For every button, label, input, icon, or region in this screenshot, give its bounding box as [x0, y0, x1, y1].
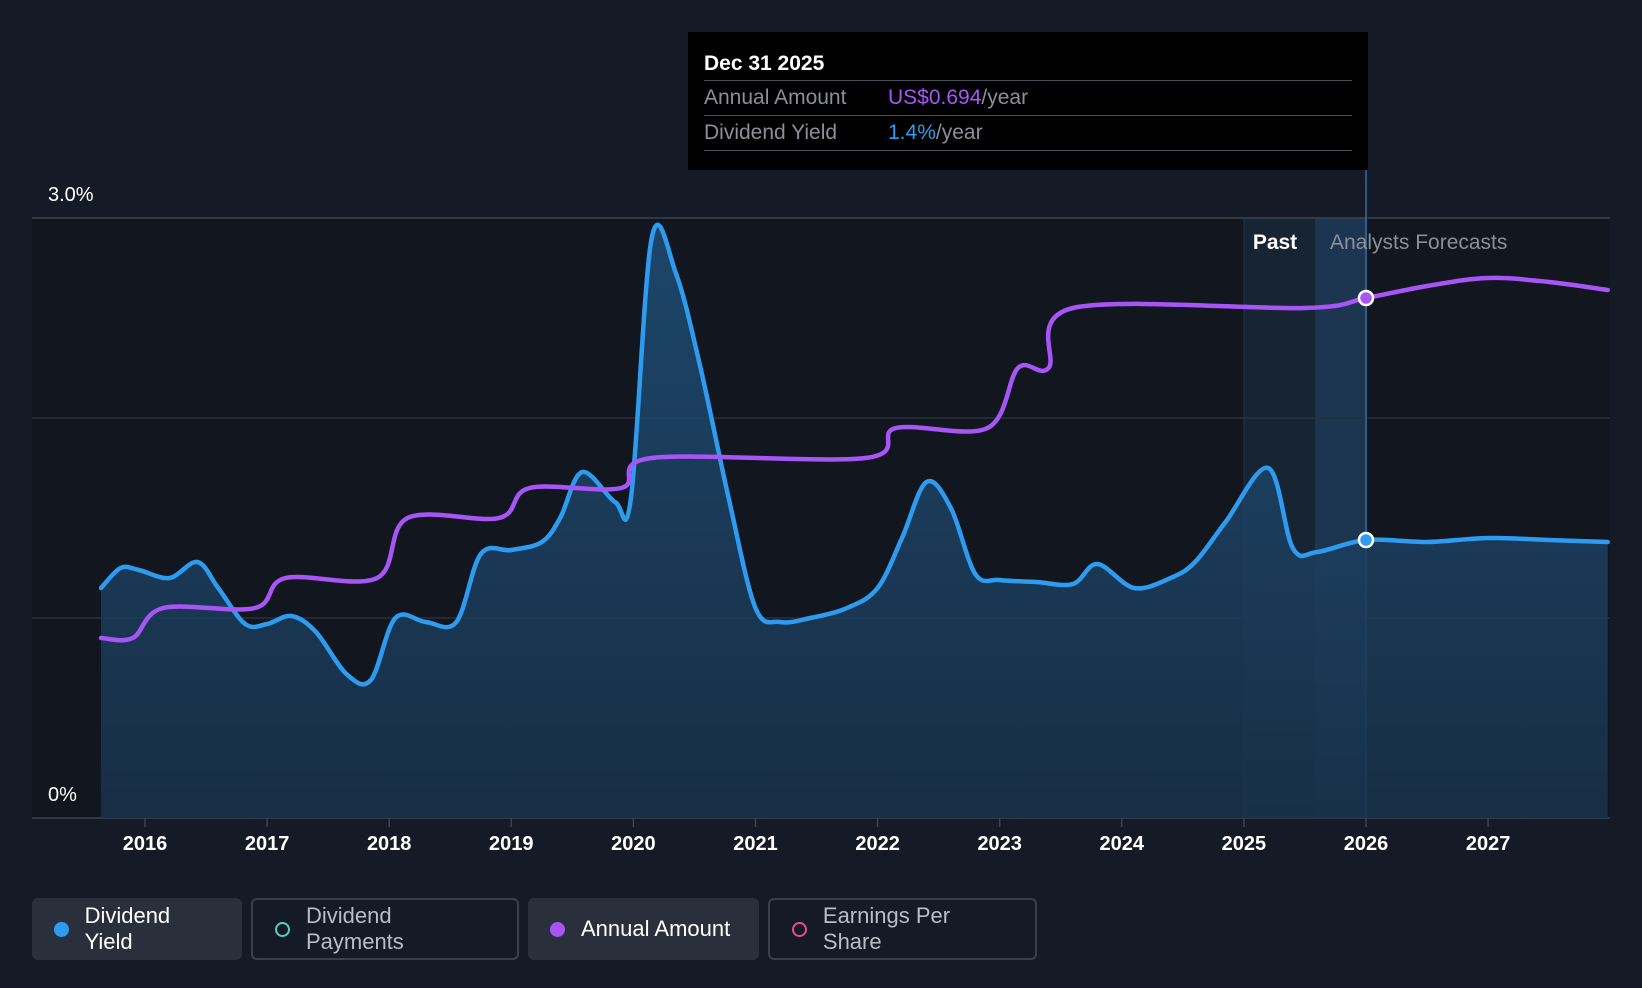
x-tick-label: 2025 [1222, 833, 1267, 855]
past-label: Past [1253, 231, 1297, 254]
tooltip-label: Annual Amount [704, 86, 847, 109]
dividend-yield-area [101, 224, 1608, 818]
hover-tooltip: Dec 31 2025 Annual Amount US$0.694 /year… [688, 32, 1368, 170]
annual-amount-line[interactable] [98, 275, 1611, 643]
x-tick-label: 2018 [367, 833, 412, 855]
x-tick-label: 2019 [489, 833, 534, 855]
annual-amount-marker[interactable] [1357, 289, 1375, 307]
x-tick-label: 2023 [977, 833, 1022, 855]
legend-annual-amount[interactable]: Annual Amount [528, 898, 759, 960]
legend-dividend-payments[interactable]: Dividend Payments [251, 898, 519, 960]
tooltip-value: 1.4% [888, 121, 936, 144]
y-tick-label-top: 3.0% [48, 184, 94, 206]
x-tick-label: 2027 [1466, 833, 1511, 855]
legend-label: Dividend Payments [305, 903, 404, 954]
tooltip-date: Dec 31 2025 [704, 52, 825, 75]
y-tick-label-bottom: 0% [48, 784, 77, 806]
chart-legend: Dividend Yield Dividend Payments Annual … [32, 898, 1037, 960]
x-tick-label: 2017 [245, 833, 290, 855]
tooltip-value: US$0.694 [888, 86, 982, 109]
dividend-yield-marker[interactable] [1357, 531, 1375, 549]
tooltip-row-dividend-yield: Dividend Yield 1.4% /year [704, 115, 1352, 151]
x-tick-label: 2021 [733, 833, 778, 855]
legend-label: Dividend Yield [84, 903, 171, 954]
tooltip-label: Dividend Yield [704, 121, 838, 144]
tooltip-row-annual-amount: Annual Amount US$0.694 /year [704, 80, 1352, 115]
x-tick-label: 2026 [1344, 833, 1389, 855]
x-tick-label: 2024 [1100, 833, 1145, 855]
tooltip-unit: /year [981, 86, 1029, 109]
earnings-per-share-ring-icon [792, 921, 807, 937]
x-tick-label: 2020 [611, 833, 656, 855]
x-tick-label: 2016 [123, 833, 168, 855]
dividend-yield-dot-icon [54, 921, 69, 937]
legend-label: Annual Amount [581, 916, 731, 941]
forecast-label: Analysts Forecasts [1330, 231, 1507, 254]
legend-earnings-per-share[interactable]: Earnings Per Share [768, 898, 1037, 960]
tooltip-unit: /year [935, 121, 983, 144]
annual-amount-dot-icon [550, 921, 565, 937]
legend-label: Earnings Per Share [822, 903, 951, 954]
dividend-yield-line[interactable] [98, 222, 1611, 687]
dividend-payments-ring-icon [275, 921, 290, 937]
x-tick-label: 2022 [855, 833, 900, 855]
legend-dividend-yield[interactable]: Dividend Yield [32, 898, 242, 960]
